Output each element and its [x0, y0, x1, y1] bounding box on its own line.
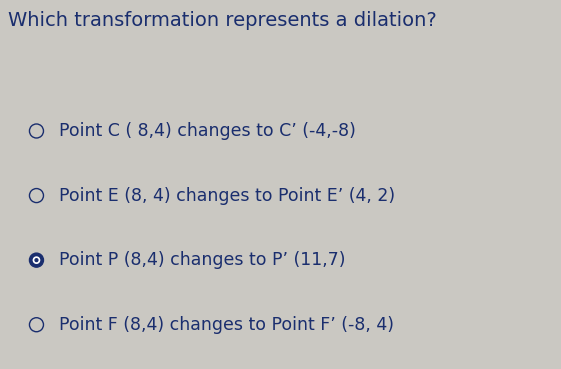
Ellipse shape [35, 259, 38, 262]
Ellipse shape [30, 318, 43, 332]
Text: Point C ( 8,4) changes to C’ (-4,-8): Point C ( 8,4) changes to C’ (-4,-8) [59, 122, 356, 140]
Ellipse shape [30, 253, 43, 267]
Text: Point E (8, 4) changes to Point E’ (4, 2): Point E (8, 4) changes to Point E’ (4, 2… [59, 187, 395, 204]
Text: Which transformation represents a dilation?: Which transformation represents a dilati… [8, 11, 437, 30]
Text: Point P (8,4) changes to P’ (11,7): Point P (8,4) changes to P’ (11,7) [59, 251, 346, 269]
Ellipse shape [30, 124, 43, 138]
Text: Point F (8,4) changes to Point F’ (-8, 4): Point F (8,4) changes to Point F’ (-8, 4… [59, 316, 394, 334]
Ellipse shape [30, 189, 43, 203]
Ellipse shape [33, 257, 40, 263]
